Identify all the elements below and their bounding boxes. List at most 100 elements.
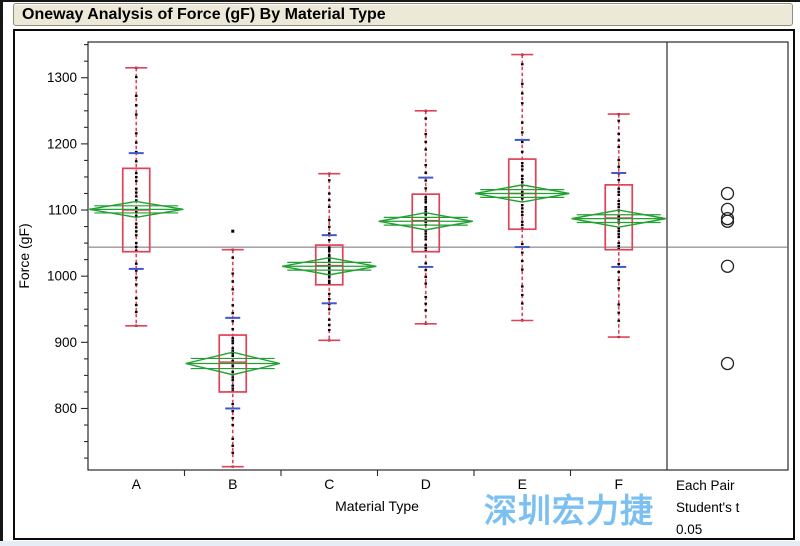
data-point	[520, 223, 524, 227]
data-point	[231, 409, 235, 413]
data-point	[617, 178, 621, 182]
data-point	[617, 132, 621, 135]
data-point	[424, 198, 428, 201]
comparison-circle-C[interactable]	[720, 259, 735, 273]
data-point	[231, 327, 235, 331]
boxplot-group-F[interactable]	[571, 113, 666, 339]
data-point	[134, 150, 138, 154]
data-point	[327, 272, 331, 275]
comparison-circle-D[interactable]	[720, 214, 735, 228]
data-point	[424, 282, 428, 285]
data-point	[134, 195, 138, 198]
data-point	[520, 242, 524, 246]
data-point	[134, 241, 138, 245]
data-point	[424, 187, 428, 190]
data-point	[327, 279, 331, 282]
data-point	[231, 423, 235, 427]
data-point	[134, 269, 138, 272]
data-point	[134, 283, 138, 286]
data-point	[134, 245, 138, 248]
data-point	[424, 213, 428, 216]
data-point	[134, 76, 138, 79]
y-tick-label: 800	[54, 401, 77, 416]
data-point	[327, 239, 331, 242]
data-point	[424, 179, 428, 182]
data-point	[424, 163, 428, 167]
data-point	[424, 205, 428, 209]
data-point	[520, 251, 524, 254]
data-point	[520, 285, 524, 288]
data-point	[327, 259, 331, 262]
data-point	[134, 199, 138, 202]
data-point	[134, 230, 138, 233]
data-point	[520, 181, 524, 184]
data-point	[520, 210, 524, 213]
comparison-caption-line3: 0.05	[676, 522, 703, 537]
comparison-circle-B[interactable]	[720, 356, 735, 371]
data-point	[327, 246, 331, 249]
data-point	[617, 190, 621, 193]
data-point	[231, 376, 235, 379]
analysis-title: Oneway Analysis of Force (gF) By Materia…	[22, 6, 386, 23]
analysis-title-bar[interactable]: Oneway Analysis of Force (gF) By Materia…	[13, 3, 793, 26]
data-point	[231, 288, 235, 291]
window-edge-left	[0, 0, 3, 541]
comparison-caption-line2: Student's t	[676, 500, 740, 515]
data-point	[134, 113, 138, 116]
data-point	[520, 102, 524, 105]
data-point	[520, 197, 524, 200]
data-point	[231, 365, 235, 368]
data-point	[327, 263, 331, 266]
data-point	[134, 179, 138, 183]
boxplot-group-D[interactable]	[378, 109, 473, 325]
data-point	[231, 304, 235, 307]
data-point	[231, 352, 235, 355]
data-point	[617, 199, 621, 203]
data-point	[617, 230, 621, 233]
data-point	[520, 213, 524, 217]
x-category-label: A	[132, 476, 142, 492]
data-point	[327, 257, 331, 261]
data-point	[617, 206, 621, 209]
data-point	[520, 207, 524, 210]
x-category-label: D	[421, 476, 431, 492]
data-point	[231, 312, 235, 315]
data-point	[424, 132, 428, 136]
data-point	[327, 199, 331, 202]
data-point	[134, 249, 138, 252]
data-point	[520, 121, 524, 124]
data-point	[134, 187, 138, 190]
x-category-label: E	[518, 476, 527, 492]
data-point	[231, 280, 235, 283]
boxplot-group-E[interactable]	[475, 53, 570, 322]
boxplot-group-A[interactable]	[89, 66, 184, 327]
data-point	[231, 370, 235, 373]
quantile-box	[411, 193, 441, 253]
data-point	[231, 342, 235, 345]
comparison-circle-F[interactable]	[720, 211, 735, 226]
data-point	[327, 267, 331, 270]
comparison-caption-line1: Each Pair	[676, 478, 735, 493]
data-point	[424, 269, 428, 272]
data-point	[617, 241, 621, 245]
data-point	[617, 233, 621, 236]
boxplot-group-C[interactable]	[282, 172, 377, 342]
data-point	[134, 172, 138, 175]
data-point	[231, 451, 235, 454]
data-point	[231, 416, 235, 420]
data-point	[327, 248, 331, 251]
data-point	[231, 272, 235, 275]
data-point	[520, 259, 524, 263]
data-point	[520, 174, 524, 177]
data-point	[520, 302, 524, 305]
comparison-circle-E[interactable]	[720, 186, 735, 201]
data-point	[231, 387, 235, 390]
data-point	[327, 318, 331, 321]
data-point	[520, 165, 524, 168]
y-tick-label: 1300	[47, 70, 77, 85]
boxplot-group-B[interactable]	[185, 229, 280, 468]
data-point	[617, 236, 621, 239]
data-point	[134, 141, 138, 144]
data-point	[520, 161, 524, 165]
